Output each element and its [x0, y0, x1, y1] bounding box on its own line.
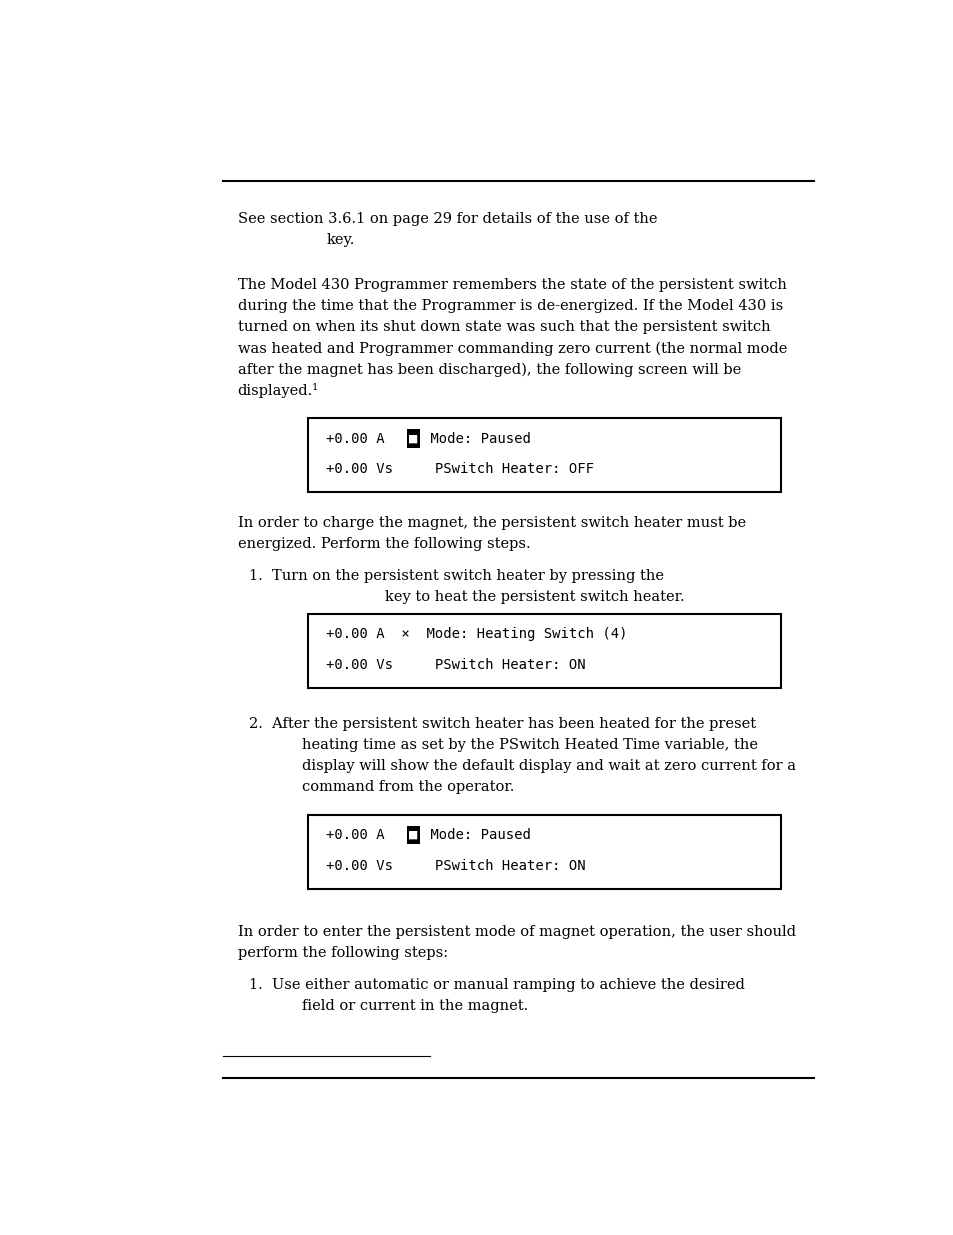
- FancyBboxPatch shape: [308, 815, 781, 889]
- Text: heating time as set by the PSwitch Heated Time variable, the: heating time as set by the PSwitch Heate…: [301, 737, 757, 752]
- Text: turned on when its shut down state was such that the persistent switch: turned on when its shut down state was s…: [237, 320, 769, 335]
- Text: ■: ■: [409, 829, 417, 842]
- Text: +0.00 Vs     PSwitch Heater: OFF: +0.00 Vs PSwitch Heater: OFF: [326, 462, 594, 475]
- Text: 2.  After the persistent switch heater has been heated for the preset: 2. After the persistent switch heater ha…: [249, 716, 755, 731]
- Text: command from the operator.: command from the operator.: [301, 779, 514, 794]
- Text: See section 3.6.1 on page 29 for details of the use of the: See section 3.6.1 on page 29 for details…: [237, 212, 657, 226]
- Text: 1.  Turn on the persistent switch heater by pressing the: 1. Turn on the persistent switch heater …: [249, 569, 663, 583]
- Text: +0.00 A  ×  Mode: Heating Switch (4): +0.00 A × Mode: Heating Switch (4): [326, 627, 627, 641]
- Text: In order to enter the persistent mode of magnet operation, the user should: In order to enter the persistent mode of…: [237, 925, 795, 939]
- Text: displayed.¹: displayed.¹: [237, 383, 318, 398]
- Text: during the time that the Programmer is de-energized. If the Model 430 is: during the time that the Programmer is d…: [237, 299, 782, 314]
- Text: +0.00 Vs     PSwitch Heater: ON: +0.00 Vs PSwitch Heater: ON: [326, 858, 585, 873]
- Text: key.: key.: [326, 233, 355, 247]
- Text: after the magnet has been discharged), the following screen will be: after the magnet has been discharged), t…: [237, 362, 740, 377]
- Text: +0.00 A: +0.00 A: [326, 829, 393, 842]
- Text: In order to charge the magnet, the persistent switch heater must be: In order to charge the magnet, the persi…: [237, 516, 745, 530]
- Text: 1.  Use either automatic or manual ramping to achieve the desired: 1. Use either automatic or manual rampin…: [249, 978, 743, 993]
- Text: energized. Perform the following steps.: energized. Perform the following steps.: [237, 537, 530, 551]
- Text: Mode: Paused: Mode: Paused: [422, 829, 531, 842]
- Text: +0.00 A: +0.00 A: [326, 431, 393, 446]
- Text: ■: ■: [409, 431, 417, 446]
- Text: was heated and Programmer commanding zero current (the normal mode: was heated and Programmer commanding zer…: [237, 341, 786, 356]
- Text: key to heat the persistent switch heater.: key to heat the persistent switch heater…: [385, 590, 684, 604]
- FancyBboxPatch shape: [308, 614, 781, 688]
- Text: The Model 430 Programmer remembers the state of the persistent switch: The Model 430 Programmer remembers the s…: [237, 278, 785, 293]
- Text: field or current in the magnet.: field or current in the magnet.: [301, 999, 528, 1013]
- FancyBboxPatch shape: [308, 419, 781, 493]
- Text: +0.00 Vs     PSwitch Heater: ON: +0.00 Vs PSwitch Heater: ON: [326, 658, 585, 672]
- Text: Mode: Paused: Mode: Paused: [422, 431, 531, 446]
- Text: perform the following steps:: perform the following steps:: [237, 946, 447, 960]
- Text: display will show the default display and wait at zero current for a: display will show the default display an…: [301, 758, 795, 773]
